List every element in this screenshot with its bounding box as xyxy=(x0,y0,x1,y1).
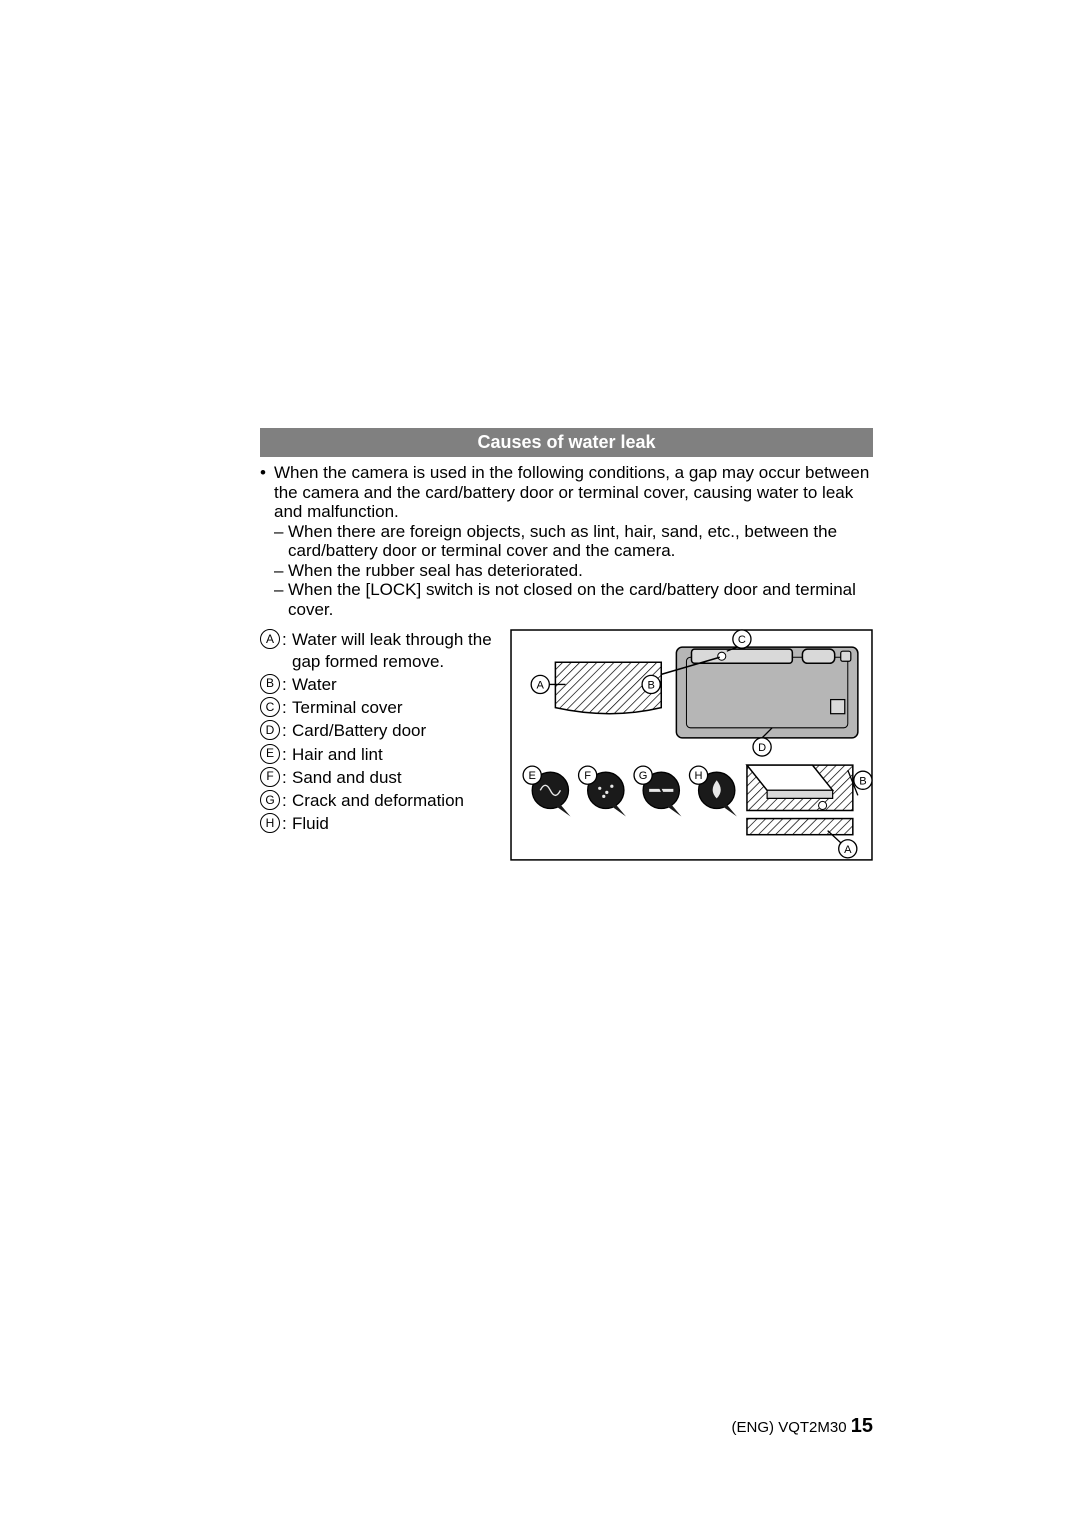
legend-item: B : Water xyxy=(260,674,510,695)
legend-item: G : Crack and deformation xyxy=(260,790,510,811)
circled-letter-icon: A xyxy=(260,629,280,649)
label-e: E xyxy=(528,771,535,783)
colon: : xyxy=(282,767,292,788)
sub-bullet: – When there are foreign objects, such a… xyxy=(274,522,873,561)
label-d: D xyxy=(758,742,766,754)
label-g: G xyxy=(639,771,648,783)
dash-icon: – xyxy=(274,580,288,619)
colon: : xyxy=(282,674,292,695)
legend-text: Crack and deformation xyxy=(292,790,510,811)
legend-text: Hair and lint xyxy=(292,744,510,765)
legend-text: Fluid xyxy=(292,813,510,834)
legend-text: Terminal cover xyxy=(292,697,510,718)
page-number: 15 xyxy=(851,1415,873,1437)
sub-bullet-text: When there are foreign objects, such as … xyxy=(288,522,873,561)
content-area: Causes of water leak • When the camera i… xyxy=(260,428,873,866)
label-b: B xyxy=(647,680,654,692)
page-footer: (ENG) VQT2M30 15 xyxy=(732,1415,873,1438)
sub-bullet: – When the [LOCK] switch is not closed o… xyxy=(274,580,873,619)
legend-text: Water will leak through the gap formed r… xyxy=(292,629,510,672)
intro-text: When the camera is used in the following… xyxy=(274,463,873,522)
colon: : xyxy=(282,697,292,718)
colon: : xyxy=(282,720,292,741)
legend-item: C : Terminal cover xyxy=(260,697,510,718)
circled-letter-icon: C xyxy=(260,697,280,717)
label-c: C xyxy=(738,634,746,646)
circled-letter-icon: E xyxy=(260,744,280,764)
legend-item: A : Water will leak through the gap form… xyxy=(260,629,510,672)
dash-icon: – xyxy=(274,522,288,561)
circled-letter-icon: H xyxy=(260,813,280,833)
dash-icon: – xyxy=(274,561,288,581)
colon: : xyxy=(282,629,292,672)
legend-list: A : Water will leak through the gap form… xyxy=(260,629,510,866)
colon: : xyxy=(282,790,292,811)
circled-letter-icon: B xyxy=(260,674,280,694)
section-heading: Causes of water leak xyxy=(260,428,873,457)
intro-bullet: • When the camera is used in the followi… xyxy=(260,463,873,522)
label-a: A xyxy=(537,680,545,692)
sub-bullet-text: When the [LOCK] switch is not closed on … xyxy=(288,580,873,619)
footer-code: (ENG) VQT2M30 xyxy=(732,1419,847,1436)
bullet-dot-icon: • xyxy=(260,463,274,522)
intro-block: • When the camera is used in the followi… xyxy=(260,463,873,619)
circled-letter-icon: F xyxy=(260,767,280,787)
label-f: F xyxy=(584,771,591,783)
colon: : xyxy=(282,813,292,834)
label-a2: A xyxy=(844,844,852,856)
sub-bullet-text: When the rubber seal has deteriorated. xyxy=(288,561,873,581)
colon: : xyxy=(282,744,292,765)
legend-item: H : Fluid xyxy=(260,813,510,834)
sub-bullet: – When the rubber seal has deteriorated. xyxy=(274,561,873,581)
legend-text: Sand and dust xyxy=(292,767,510,788)
label-b2: B xyxy=(859,776,866,788)
legend-item: F : Sand and dust xyxy=(260,767,510,788)
legend-text: Card/Battery door xyxy=(292,720,510,741)
circled-letter-icon: G xyxy=(260,790,280,810)
label-h: H xyxy=(695,771,703,783)
legend-item: E : Hair and lint xyxy=(260,744,510,765)
legend-text: Water xyxy=(292,674,510,695)
legend-item: D : Card/Battery door xyxy=(260,720,510,741)
page: Causes of water leak • When the camera i… xyxy=(0,0,1080,1526)
camera-diagram: A B C D xyxy=(510,629,873,866)
circled-letter-icon: D xyxy=(260,720,280,740)
sub-bullet-list: – When there are foreign objects, such a… xyxy=(274,522,873,620)
legend-and-diagram: A : Water will leak through the gap form… xyxy=(260,629,873,866)
